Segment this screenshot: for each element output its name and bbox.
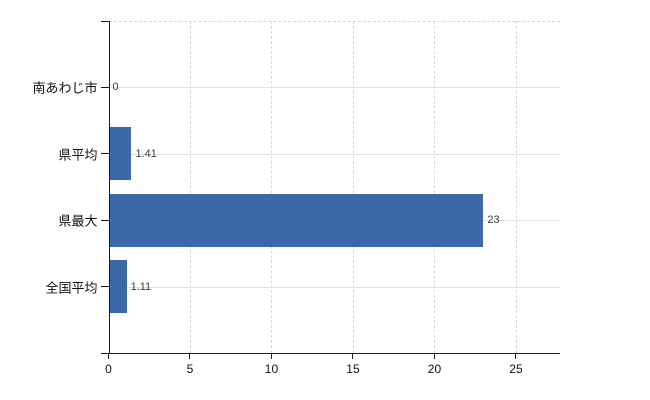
gridline-vertical [515,21,517,353]
gridline-horizontal [108,87,560,89]
x-axis-line [100,352,560,354]
gridline-vertical [352,21,354,353]
category-label: 県平均 [58,147,98,163]
plot-top-border [108,21,560,22]
category-label: 全国平均 [45,280,98,296]
gridline-horizontal [108,286,560,288]
y-axis-tick [100,219,109,221]
x-tick-label: 25 [509,362,523,376]
x-axis-tick [189,353,191,359]
bar-segment [108,193,484,247]
x-tick-label: 15 [346,362,360,376]
x-tick-label: 10 [264,362,279,376]
x-tick-label: 20 [427,362,442,376]
y-axis-tick [100,86,109,88]
x-axis-tick [515,353,517,359]
gridline-horizontal [108,153,560,155]
x-axis-tick [352,353,354,359]
value-label: 1.41 [135,147,157,160]
y-axis-line [108,21,110,353]
y-axis-tick [100,286,109,288]
gridline-vertical [271,21,273,353]
x-tick-label: 5 [186,362,194,376]
gridline-vertical [189,21,191,353]
bar-segment [108,260,127,314]
y-axis-tick [100,153,109,155]
value-label: 23 [487,214,500,227]
x-axis-tick [270,353,272,359]
bar-segment [108,127,132,181]
value-label: 0 [112,81,119,94]
x-tick-label: 0 [105,362,112,376]
value-label: 1.11 [130,280,152,293]
x-axis-tick [108,353,109,359]
y-axis-top-tick [100,20,109,22]
category-label: 県最大 [58,213,98,229]
category-label: 南あわじ市 [32,80,98,96]
x-axis-tick [433,353,435,359]
gridline-vertical [434,21,436,353]
